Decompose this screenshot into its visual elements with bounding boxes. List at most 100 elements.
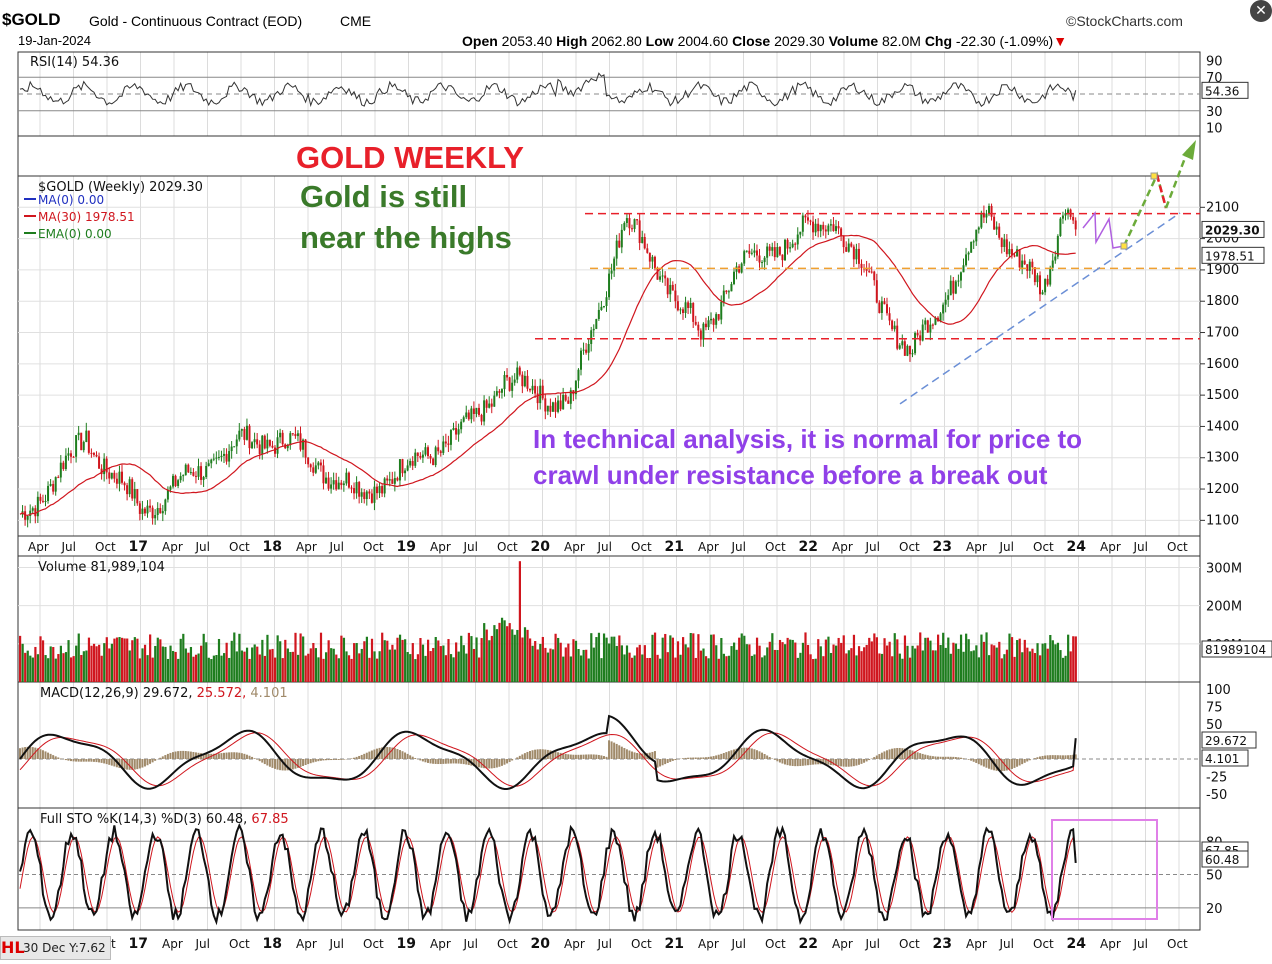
volume-bar <box>233 633 235 682</box>
price-candle-body <box>1044 279 1046 292</box>
macd-hist-bar <box>764 754 766 759</box>
price-candle-body <box>394 478 396 484</box>
macd-hist-bar <box>616 744 618 759</box>
volume-bar <box>356 643 358 682</box>
price-candle-body <box>39 497 41 501</box>
x-axis-bottom-tick-label: 19 <box>397 936 416 952</box>
volume-bar <box>238 634 240 682</box>
volume-bar <box>544 648 546 682</box>
volume-bar <box>623 654 625 682</box>
macd-hist-bar <box>598 755 600 759</box>
price-candle-body <box>748 251 750 254</box>
price-candle-body <box>208 463 210 466</box>
macd-hist-bar <box>968 759 970 760</box>
volume-bar <box>180 639 182 682</box>
volume-bar <box>445 655 447 682</box>
x-axis-bottom-tick-label: Jul <box>463 937 478 951</box>
macd-hist-bar <box>787 759 789 765</box>
volume-bar <box>524 627 526 682</box>
volume-bar <box>118 637 120 682</box>
volume-bar <box>955 644 957 682</box>
volume-bar <box>759 646 761 682</box>
macd-badge: 29.672 <box>1205 734 1247 748</box>
volume-bar <box>1070 651 1072 682</box>
volume-bar <box>269 649 271 682</box>
macd-hist-bar <box>460 759 462 764</box>
volume-bar <box>817 639 819 682</box>
volume-bar <box>970 651 972 682</box>
volume-bar <box>465 654 467 682</box>
volume-bar <box>338 658 340 682</box>
down-arrow-icon: ▼ <box>1053 33 1067 49</box>
volume-bar <box>738 638 740 682</box>
price-candle-body <box>858 249 860 264</box>
macd-hist-bar <box>317 759 319 761</box>
price-candle-body <box>917 333 919 335</box>
macd-hist-bar <box>93 759 95 762</box>
price-candle-body <box>379 486 381 493</box>
volume-bar <box>488 640 490 682</box>
volume-bar <box>968 639 970 682</box>
price-candle-body <box>147 506 149 514</box>
macd-hist-bar <box>231 752 233 759</box>
price-legend-item: MA(0) 0.00 <box>38 193 104 207</box>
macd-hist-bar <box>70 759 72 761</box>
volume-bar <box>743 636 745 682</box>
price-candle-body <box>274 448 276 454</box>
macd-hist-bar <box>769 757 771 759</box>
volume-bar <box>960 635 962 682</box>
x-axis-bottom-tick-label: 24 <box>1067 936 1087 952</box>
price-candle-body <box>743 251 745 263</box>
volume-bar <box>307 654 309 682</box>
x-axis-top-tick-label: Jul <box>195 540 210 554</box>
macd-hist-bar <box>697 758 699 759</box>
volume-bar <box>98 645 100 682</box>
close-value: 2029.30 <box>774 33 825 49</box>
price-candle-body <box>134 489 136 498</box>
volume-bar <box>644 645 646 682</box>
price-candle-body <box>557 400 559 411</box>
volume-bar <box>442 646 444 682</box>
price-candle-body <box>529 389 531 391</box>
macd-hist-bar <box>1014 759 1016 768</box>
price-candle-body <box>167 490 169 500</box>
close-icon[interactable]: ✕ <box>1250 0 1272 22</box>
macd-hist-bar <box>708 757 710 759</box>
macd-hist-bar <box>246 755 248 759</box>
price-candle-body <box>779 247 781 255</box>
volume-bar <box>129 650 131 682</box>
x-axis-top-tick-label: 22 <box>799 539 818 555</box>
volume-bar <box>96 646 98 682</box>
open-value: 2053.40 <box>502 33 553 49</box>
volume-bar <box>45 655 47 682</box>
volume-bar <box>198 654 200 682</box>
volume-bar <box>491 636 493 682</box>
rsi-tick-label: 10 <box>1206 122 1223 137</box>
price-candle-body <box>34 508 36 516</box>
macd-hist-bar <box>957 757 959 759</box>
macd-hist-bar <box>447 759 449 764</box>
volume-bar <box>929 641 931 682</box>
macd-hist-bar <box>241 753 243 759</box>
macd-hist-bar <box>572 755 574 759</box>
macd-hist-bar <box>932 756 934 759</box>
price-candle-body <box>968 253 970 255</box>
price-candle-body <box>776 247 778 257</box>
price-candle-body <box>616 241 618 259</box>
macd-hist-bar <box>271 759 273 768</box>
macd-hist-bar <box>797 759 799 766</box>
macd-hist-bar <box>585 755 587 759</box>
volume-bar <box>330 648 332 682</box>
macd-hist-bar <box>621 747 623 759</box>
price-candle-body <box>417 453 419 456</box>
price-candle-body <box>243 429 245 440</box>
volume-bar <box>549 649 551 682</box>
chg-value: -22.30 (-1.09%) <box>956 33 1053 49</box>
volume-bar <box>636 647 638 682</box>
price-candle-body <box>404 471 406 474</box>
volume-bar <box>379 651 381 682</box>
x-axis-top-tick-label: Jul <box>329 540 344 554</box>
price-candle-body <box>271 446 273 448</box>
price-candle-body <box>514 380 516 383</box>
volume-bar <box>616 646 618 682</box>
